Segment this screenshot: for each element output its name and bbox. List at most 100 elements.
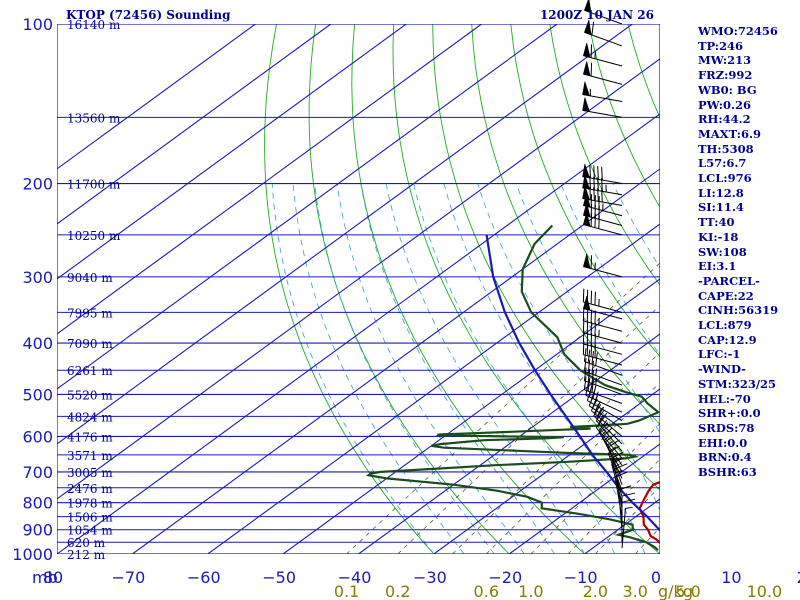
mixing-ratio-line [452, 351, 660, 554]
index-item: HEL:-70 [698, 391, 751, 406]
height-labels: 16140 m 13560 m 11700 m 10250 m 9040 m 7995 m… [67, 18, 121, 562]
index-item: PW:0.26 [698, 97, 752, 112]
height-label: 7995 m [67, 306, 113, 320]
index-item: FRZ:992 [698, 68, 753, 83]
wind-barb [582, 81, 623, 102]
wind-barb [593, 404, 623, 445]
index-item: STM:323/25 [698, 376, 777, 391]
wind-barbs [582, 0, 636, 549]
pressure-tick-label: 500 [22, 385, 53, 404]
height-label: 3571 m [67, 449, 113, 463]
dewpoint-trace [365, 224, 660, 551]
pressure-tick-label: 900 [22, 521, 53, 540]
isotherm-line [57, 58, 660, 500]
index-item: WB0: BG [698, 82, 757, 97]
index-item: TP:246 [698, 38, 744, 53]
moist-adiabat [560, 183, 660, 357]
wind-barb [614, 471, 628, 517]
wind-barb [584, 19, 623, 47]
isotherm-line [57, 24, 332, 225]
height-label: 7090 m [67, 337, 113, 351]
wind-barb [582, 61, 623, 85]
mixing-ratio-tick-label: 0.2 [385, 582, 410, 600]
wind-barb [583, 348, 623, 376]
wind-barb [582, 163, 623, 185]
wind-barb [582, 319, 623, 344]
height-label: 212 m [67, 548, 106, 562]
height-label: 1054 m [67, 524, 113, 538]
isotherm-line [132, 168, 660, 554]
height-label: 13560 m [67, 111, 121, 125]
chart-title: KTOP (72456) Sounding [66, 8, 231, 22]
isotherm-line [57, 24, 482, 335]
temperature-tick-label: −50 [262, 568, 296, 587]
mixing-ratio-line [486, 382, 660, 554]
height-label: 1506 m [67, 511, 113, 525]
isotherm-line [433, 388, 660, 554]
index-item: RH:44.2 [698, 112, 751, 127]
wind-barb [582, 211, 623, 236]
pressure-tick-label: 600 [22, 427, 53, 446]
mixing-ratio-line [785, 184, 800, 555]
index-item: WMO:72456 [698, 24, 778, 38]
index-item: LFC:-1 [698, 347, 741, 362]
temperature-tick-label: 10 [721, 568, 741, 587]
index-item: CAPE:22 [698, 288, 754, 303]
mixing-ratio-tick-label: 3.0 [623, 582, 648, 600]
mixing-ratio-line [567, 458, 660, 554]
moist-adiabat [413, 183, 616, 554]
wind-barb [584, 0, 623, 25]
index-item: LCL:879 [698, 318, 752, 333]
index-item: SHR+:0.0 [698, 406, 761, 421]
mixing-ratio-tick-label: 0.6 [474, 582, 499, 600]
pressure-tick-label: 800 [22, 494, 53, 513]
temperature-tick-label: 0 [651, 568, 661, 587]
wind-barb [582, 174, 623, 196]
height-label: 1978 m [67, 497, 113, 511]
isotherm-line [57, 113, 660, 554]
temperature-tick-label: −20 [488, 568, 522, 587]
index-item: SI:11.4 [698, 200, 744, 215]
wind-barb [621, 506, 633, 549]
pressure-tick-label: 100 [22, 15, 53, 34]
temperature-tick-label: 20 [797, 568, 800, 587]
height-label: 3005 m [67, 466, 113, 480]
index-item: LCL:976 [698, 171, 752, 186]
mixing-ratio-tick-label: 1.0 [518, 582, 543, 600]
pressure-tick-label: 200 [22, 175, 53, 194]
index-item: BSHR:63 [698, 465, 757, 480]
isotherm-line [508, 443, 660, 554]
index-item: -WIND- [698, 362, 746, 377]
temperature-tick-label: −10 [564, 568, 598, 587]
index-item: EI:3.1 [698, 259, 737, 274]
wind-barb [582, 295, 623, 320]
moist-adiabat [385, 183, 586, 554]
plot-area [57, 24, 800, 555]
moist-adiabat [515, 183, 660, 434]
height-label: 5520 m [67, 388, 113, 402]
index-item: BRN:0.4 [698, 450, 752, 465]
index-item: MW:213 [698, 53, 752, 68]
sounding-indices-panel: WMO:72456 TP:246 MW:213 FRZ:992 WB0: BG PW:0.… [698, 24, 778, 480]
height-label: 4824 m [67, 410, 113, 424]
mixing-ratio-unit-label: g/kg [658, 582, 693, 600]
wind-barb [583, 358, 623, 386]
index-item: SRDS:78 [698, 420, 755, 435]
y-axis-unit-label: mb [32, 568, 58, 587]
height-label: 4176 m [67, 430, 113, 444]
wind-barb [595, 416, 623, 459]
isotherm-line [57, 24, 256, 170]
index-item: KI:-18 [698, 229, 739, 244]
isotherm-line [57, 24, 633, 445]
temperature-tick-label: 80 [43, 568, 63, 587]
wind-barb [583, 367, 623, 395]
height-label: 9040 m [67, 271, 113, 285]
mixing-ratio-line [595, 485, 660, 554]
height-label: 2476 m [67, 482, 113, 496]
index-item: EHI:0.0 [698, 435, 748, 450]
index-item: MAXT:6.9 [698, 126, 761, 141]
index-item: TH:5308 [698, 141, 754, 156]
height-label: 6261 m [67, 364, 113, 378]
